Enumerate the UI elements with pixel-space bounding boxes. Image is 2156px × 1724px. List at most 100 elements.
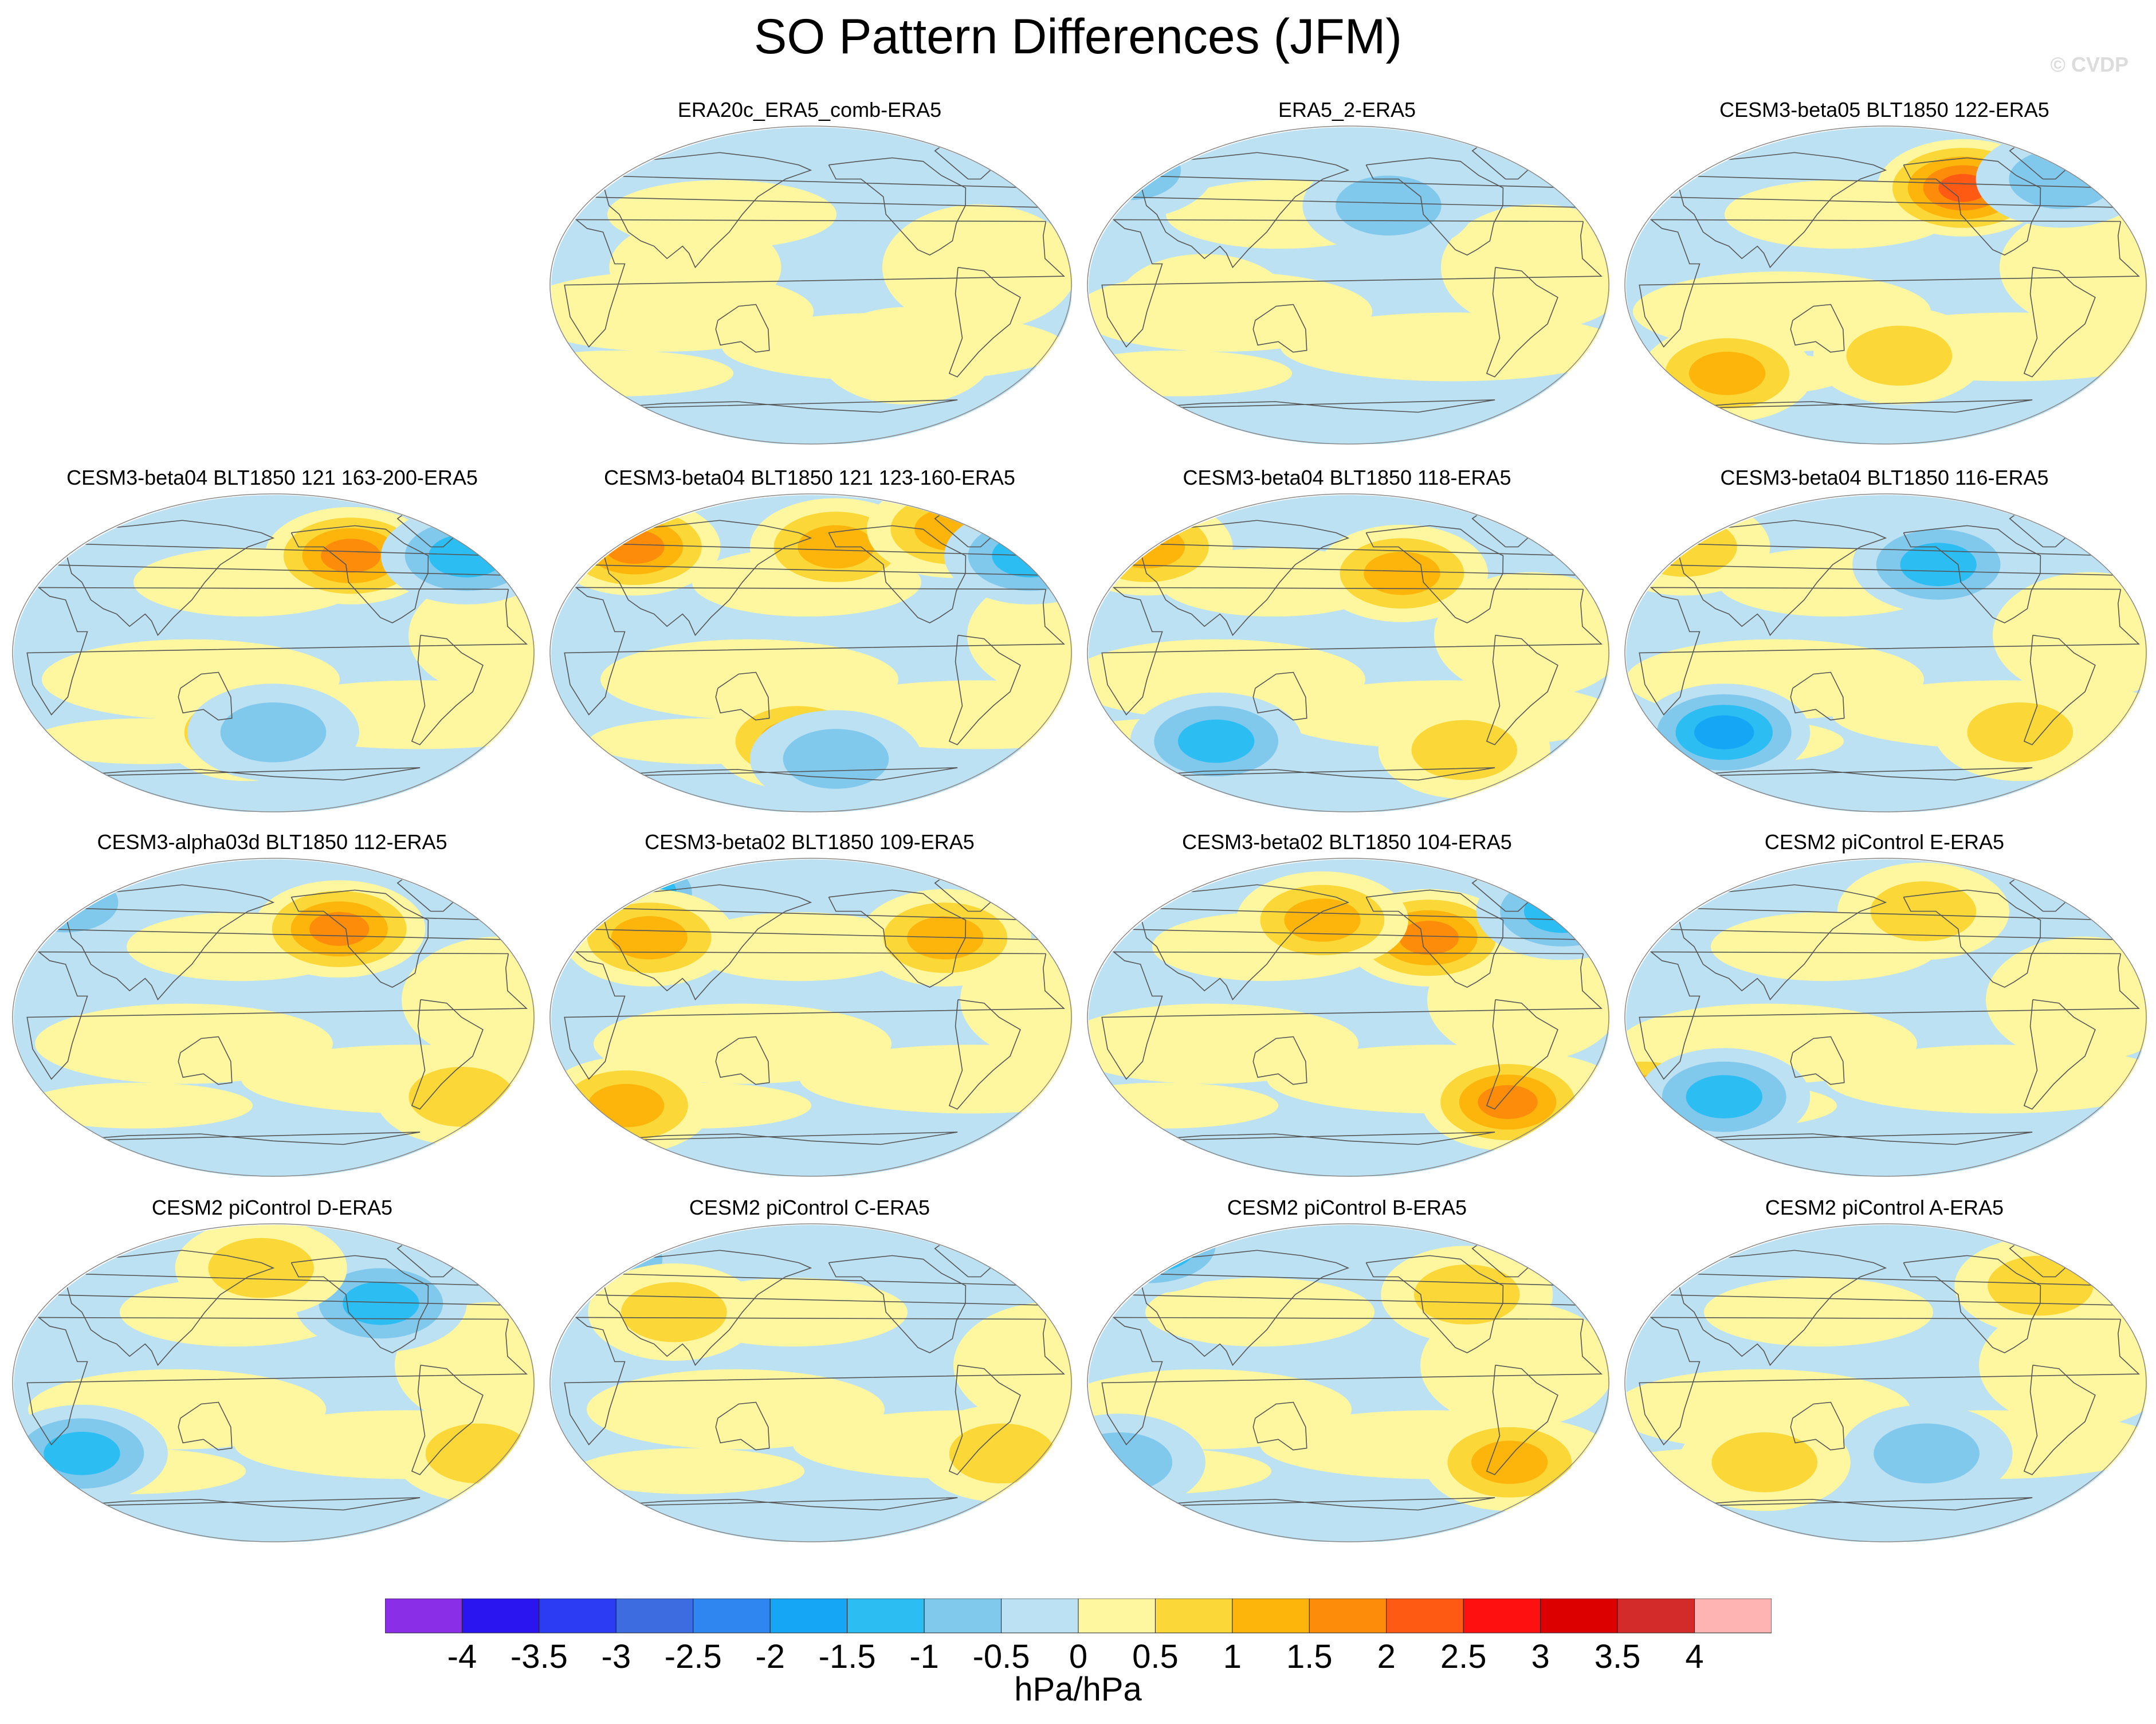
colorbar-swatch: [1694, 1599, 1772, 1633]
anomaly-contour: [1178, 719, 1255, 763]
coastline: [1790, 671, 1845, 721]
map-plot: [1087, 1223, 1610, 1542]
map-border: [1087, 493, 1609, 812]
coastline: [1903, 889, 2041, 988]
coastline: [603, 152, 812, 269]
map-border: [12, 1223, 535, 1542]
map-plot: [12, 493, 535, 812]
anomaly-band: [1626, 1369, 1910, 1450]
coastline: [1141, 152, 1350, 269]
coastline: [1678, 520, 1887, 637]
anomaly-band: [1986, 936, 2147, 1063]
coastline: [66, 520, 275, 637]
coastline: [2023, 266, 2096, 378]
anomaly-contour: [1336, 175, 1442, 236]
coastline: [1365, 157, 1504, 256]
colorbar-swatch: [847, 1599, 925, 1633]
coastline: [1639, 951, 2140, 1080]
coastline: [1141, 520, 1350, 637]
colorbar-tick-label: -1.5: [818, 1638, 876, 1675]
map-panel: CESM2 piControl D-ERA5: [6, 1195, 539, 1562]
coastline: [1252, 304, 1307, 353]
coastline: [1365, 1255, 1504, 1353]
anomaly-contour: [949, 1423, 1055, 1484]
anomaly-band: [23, 1082, 253, 1129]
colorbar-tick-label: 0: [1069, 1638, 1088, 1675]
map-plot: [549, 858, 1073, 1177]
anomaly-contour: [2009, 149, 2115, 209]
colorbar-tick-label: -3.5: [510, 1638, 568, 1675]
anomaly-contour: [783, 729, 889, 789]
anomaly-contour: [1118, 254, 1290, 352]
map-plot: [1087, 493, 1610, 812]
coastline: [715, 671, 770, 721]
map-panel: CESM3-beta04 BLT1850 121 123-160-ERA5: [543, 465, 1076, 832]
coastline: [1486, 634, 1558, 745]
coastline: [1903, 1255, 2041, 1353]
anomaly-contour: [1118, 1228, 1179, 1262]
anomaly-contour: [1411, 720, 1518, 780]
coastline: [603, 1250, 812, 1366]
colorbar-swatch: [1154, 1599, 1233, 1633]
colorbar-tick-label: 3: [1531, 1638, 1550, 1675]
coastline: [1101, 587, 1603, 716]
colorbar-swatch: [539, 1599, 616, 1633]
map-border: [549, 1223, 1072, 1542]
coastline: [948, 999, 1021, 1110]
map-plot: [12, 858, 535, 1177]
colorbar-tick-label: -1: [909, 1638, 939, 1675]
anomaly-band: [35, 1003, 333, 1084]
colorbar-swatch: [615, 1599, 694, 1633]
coastline: [1101, 219, 1603, 348]
chart-title: SO Pattern Differences (JFM): [753, 9, 1403, 64]
coastline: [1486, 1364, 1558, 1475]
coastline: [1678, 1250, 1887, 1366]
panel-title: CESM3-beta04 BLT1850 118-ERA5: [1183, 466, 1511, 489]
map-border: [1624, 1223, 2147, 1542]
coastline: [948, 1364, 1021, 1475]
coastline: [290, 889, 429, 988]
map-panel: CESM3-beta05 BLT1850 122-ERA5: [1618, 97, 2151, 464]
coastline: [828, 525, 967, 623]
anomaly-contour: [1478, 1085, 1538, 1120]
colorbar-swatch: [924, 1599, 1002, 1633]
anomaly-contour: [220, 702, 327, 763]
map-panel: CESM2 piControl C-ERA5: [543, 1195, 1076, 1562]
map-panel: CESM3-beta04 BLT1850 116-ERA5: [1618, 465, 2151, 832]
colorbar-tick-label: 4: [1685, 1638, 1704, 1675]
coastline: [178, 671, 233, 721]
anomaly-contour: [1108, 525, 1185, 569]
coastline: [715, 1401, 770, 1451]
anomaly-contour: [1364, 551, 1440, 595]
coastline: [1252, 1401, 1307, 1451]
coastline: [1790, 1401, 1845, 1451]
coastline: [603, 884, 812, 1001]
map-border: [1624, 493, 2147, 812]
coastline: [828, 157, 967, 256]
coastline: [411, 1364, 484, 1475]
colorbar-swatch: [461, 1599, 540, 1633]
anomaly-band: [1441, 204, 1610, 331]
panel-title: CESM3-beta02 BLT1850 104-ERA5: [1182, 830, 1512, 854]
anomaly-band: [402, 936, 535, 1063]
colorbar-swatch: [385, 1599, 462, 1633]
coastline: [564, 951, 1065, 1080]
panel-title: ERA20c_ERA5_comb-ERA5: [677, 98, 942, 121]
map-panel: CESM3-alpha03d BLT1850 112-ERA5: [6, 830, 539, 1196]
coastline: [178, 1401, 233, 1451]
colorbar-tick-label: 1: [1223, 1638, 1242, 1675]
anomaly-contour: [1874, 1423, 1980, 1484]
anomaly-band: [953, 1302, 1073, 1428]
anomaly-band: [1704, 1278, 1933, 1347]
colorbar-tick-label: -2: [755, 1638, 785, 1675]
colorbar-tick-label: -0.5: [972, 1638, 1030, 1675]
colorbar-tick-label: 1.5: [1286, 1638, 1333, 1675]
map-border: [1087, 125, 1609, 445]
coastline: [178, 1036, 233, 1085]
coastline: [1101, 951, 1603, 1080]
coastline: [1639, 1317, 2140, 1446]
coastline: [715, 1036, 770, 1085]
anomaly-band: [1089, 1003, 1358, 1084]
map-plot: [1624, 493, 2147, 812]
anomaly-band: [1434, 572, 1610, 698]
